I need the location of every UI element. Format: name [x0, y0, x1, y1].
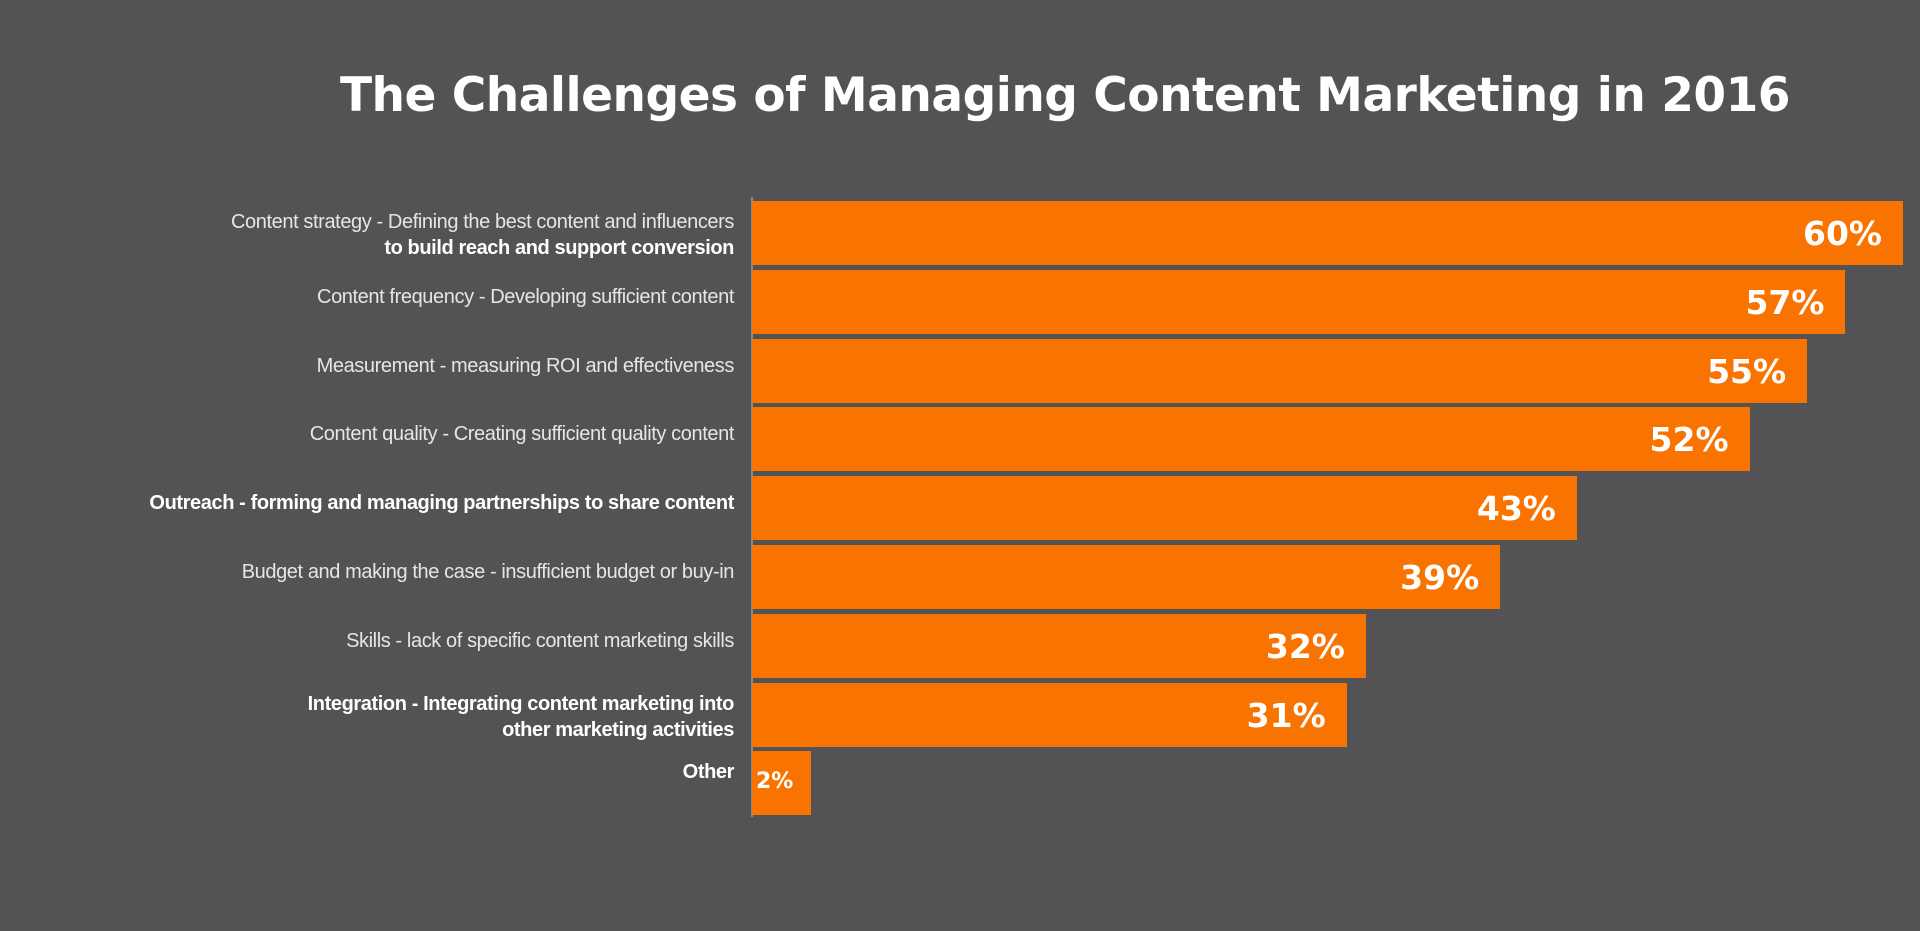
category-label-line: Measurement - measuring ROI and effectiv… — [316, 354, 735, 377]
data-label: 32% — [1265, 626, 1345, 666]
category-label-line: Content quality - Creating sufficient qu… — [309, 423, 735, 446]
category-label-line: Budget and making the case - insufficien… — [241, 561, 735, 583]
data-label: 52% — [1649, 420, 1729, 460]
category-label: Integration - Integrating content market… — [307, 691, 735, 743]
bar — [752, 407, 1750, 472]
category-label-line: Content frequency - Developing sufficien… — [317, 285, 734, 308]
category-label: Budget and making the case - insufficien… — [241, 559, 735, 585]
bar — [752, 545, 1501, 609]
category-label-line: Content strategy - Defining the best con… — [231, 211, 734, 233]
category-label-line: other marketing activities — [502, 718, 734, 741]
category-label: Skills - lack of specific content market… — [346, 628, 734, 654]
bar — [752, 476, 1577, 541]
bar — [752, 338, 1808, 403]
data-label: 31% — [1246, 695, 1326, 735]
data-label: 43% — [1476, 489, 1556, 529]
category-label: Measurement - measuring ROI and effectiv… — [316, 353, 735, 379]
category-label: Content strategy - Defining the best con… — [231, 209, 734, 261]
data-label: 39% — [1400, 558, 1480, 597]
category-label-line: Outreach - forming and managing partners… — [149, 492, 734, 515]
bar — [752, 682, 1347, 747]
data-label: 2% — [756, 769, 794, 795]
data-label: 57% — [1745, 282, 1825, 322]
chart-title: The Challenges of Managing Content Marke… — [339, 68, 1791, 123]
bar — [752, 201, 1903, 265]
category-label: Content quality - Creating sufficient qu… — [309, 421, 735, 447]
data-label: 60% — [1803, 214, 1882, 253]
category-label: Content frequency - Developing sufficien… — [317, 284, 734, 310]
category-label: Outreach - forming and managing partners… — [149, 490, 734, 516]
category-label-line: to build reach and support conversion — [384, 237, 734, 259]
bar — [752, 613, 1366, 678]
category-label-line: Other — [682, 761, 735, 784]
bar — [752, 751, 811, 816]
data-label: 55% — [1707, 351, 1787, 391]
category-label-line: Skills - lack of specific content market… — [346, 629, 734, 652]
category-label-line: Integration - Integrating content market… — [307, 692, 735, 715]
category-label: Other — [682, 759, 735, 785]
bar — [752, 269, 1846, 334]
